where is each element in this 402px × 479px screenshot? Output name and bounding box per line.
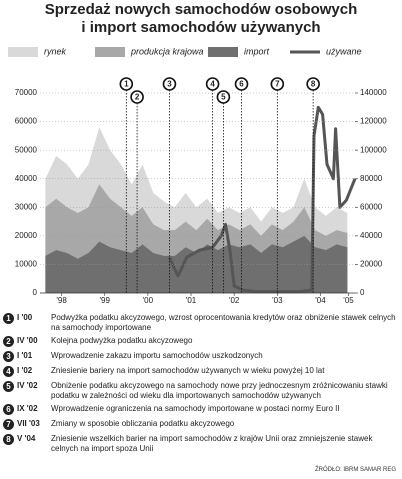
event-text: Kolejna podwyżka podatku akcyzowego — [51, 336, 193, 345]
event-row: 2 IV '00 Kolejna podwyżka podatku akcyzowe… — [3, 336, 400, 347]
event-badge — [130, 90, 144, 104]
event-badge — [216, 90, 231, 104]
event-date: I '02 — [17, 366, 33, 375]
event-date: IV '00 — [17, 336, 38, 345]
y-tick-label: 20000 — [15, 231, 38, 240]
y2-tick-label: 100000 — [360, 145, 387, 154]
y2-tick-label: 120000 — [360, 117, 387, 126]
x-tick-label: '98 — [56, 296, 67, 305]
x-tick-label: '02 — [229, 296, 240, 305]
y-tick-label: 50000 — [15, 145, 38, 154]
event-number: 5 — [3, 381, 14, 392]
event-badge — [205, 77, 220, 91]
event-row: 7 VII '03 Zmiany w sposobie obliczania pod… — [3, 419, 400, 430]
event-date: IX '02 — [17, 404, 38, 413]
y2-tick-label: 20000 — [360, 260, 383, 269]
event-row: 6 IX '02 Wprowadzenie ograniczenia na samo… — [3, 404, 400, 415]
event-badge — [119, 77, 134, 91]
y2-tick-label: 80000 — [360, 174, 383, 183]
y-tick-label: 40000 — [15, 174, 38, 183]
y-tick-label: 10000 — [15, 260, 38, 269]
event-number: 6 — [3, 404, 14, 415]
event-text: Zniesienie bariery na import samochodów … — [51, 366, 325, 375]
event-number: 7 — [275, 80, 280, 89]
x-tick-label: '04 — [315, 296, 326, 305]
legend-label: import — [244, 46, 270, 56]
x-tick-label: '99 — [100, 296, 111, 305]
event-number: 4 — [3, 366, 14, 377]
event-badge — [162, 77, 177, 91]
x-tick-label: '01 — [186, 296, 197, 305]
event-number: 8 — [311, 80, 316, 89]
legend-label: rynek — [44, 46, 67, 56]
x-tick-label: '00 — [143, 296, 154, 305]
event-text: Zmiany w sposobie obliczania podatku akc… — [51, 419, 235, 428]
y2-tick-label: 140000 — [360, 88, 387, 97]
y2-tick-label: 40000 — [360, 231, 383, 240]
event-number: 7 — [3, 419, 14, 430]
event-text: Wprowadzenie zakazu importu samochodów u… — [51, 351, 263, 360]
chart-title: Sprzedaż nowych samochodów osobowych — [45, 1, 358, 18]
event-number: 1 — [3, 313, 14, 324]
event-number: 3 — [167, 80, 172, 89]
event-badge — [306, 77, 320, 91]
event-date: I '00 — [17, 313, 33, 322]
event-number: 2 — [3, 336, 14, 347]
source: ŹRÓDŁO: IBRM SAMAR REG — [314, 467, 396, 473]
event-date: V '04 — [17, 434, 36, 443]
y2-tick-label: 60000 — [360, 202, 383, 211]
event-number: 3 — [3, 351, 14, 362]
event-date: IV '02 — [17, 381, 38, 390]
x-tick-label: '03 — [272, 296, 283, 305]
legend-swatch — [8, 47, 38, 57]
chart-title: i import samochodów używanych — [81, 19, 320, 36]
event-number: 5 — [221, 93, 226, 102]
event-number: 2 — [135, 93, 140, 102]
event-date: VII '03 — [17, 419, 40, 428]
event-text: Podwyżka podatku akcyzowego, wzrost opro… — [51, 313, 396, 332]
legend-label: produkcja krajowa — [130, 46, 204, 56]
y-tick-label: 70000 — [15, 88, 38, 97]
event-text: Obniżenie podatku akcyzowego na samochod… — [51, 381, 388, 400]
event-number: 1 — [124, 80, 129, 89]
event-badge — [234, 77, 249, 91]
event-badge — [270, 77, 285, 91]
legend-swatch — [208, 47, 238, 57]
legend-label: używane — [326, 46, 362, 56]
chart: Sprzedaż nowych samochodów osobowych i i… — [8, 1, 387, 305]
legend-swatch — [95, 47, 125, 57]
y-tick-label: 60000 — [15, 117, 38, 126]
event-number: 6 — [239, 80, 244, 89]
event-date: I '01 — [17, 351, 33, 360]
line-series — [168, 105, 357, 294]
event-text: Zniesienie wszelkich barier na import sa… — [51, 434, 373, 453]
y2-tick-label: 0 — [360, 288, 365, 297]
event-text: Wprowadzenie ograniczenia na samochody i… — [51, 404, 340, 413]
event-row: 5 IV '02 Obniżenie podatku akcyzowego na s… — [3, 381, 400, 400]
x-tick-label: '05 — [343, 296, 354, 305]
y-tick-label: 0 — [33, 288, 38, 297]
y-tick-label: 30000 — [15, 202, 38, 211]
event-number: 8 — [3, 434, 14, 445]
event-number: 4 — [210, 80, 215, 89]
